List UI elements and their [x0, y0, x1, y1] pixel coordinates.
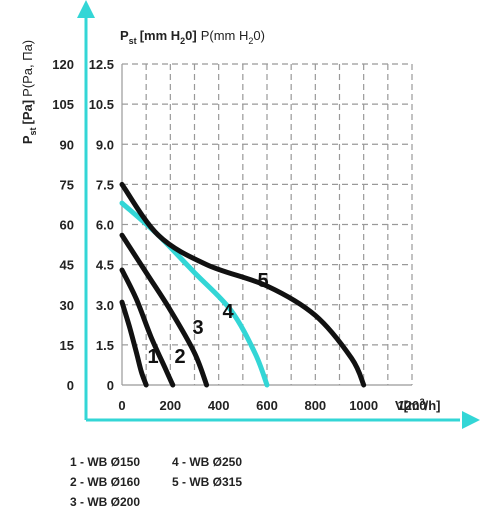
- y-tick-mm: 4.5: [96, 258, 114, 273]
- y-tick-mm: 9.0: [96, 137, 114, 152]
- legend-col-2: 4 - WB Ø250 5 - WB Ø315: [172, 452, 242, 492]
- sec-label-alt-end: 0): [253, 28, 265, 43]
- y-tick-mm: 3.0: [96, 298, 114, 313]
- legend-item-5: 5 - WB Ø315: [172, 475, 243, 489]
- y-tick-mm: 0: [107, 378, 114, 393]
- sec-label-sub2: 2: [180, 36, 185, 46]
- y-ticks-pa: 0 15 30 45 60 75 90 105 120: [52, 57, 74, 393]
- sec-label-unit: [mm H: [140, 28, 180, 43]
- y-label-sub: st: [28, 127, 38, 135]
- y-tick-mm: 12.5: [89, 57, 114, 72]
- series-curve-3: [119, 232, 210, 388]
- x-tick: 800: [304, 398, 326, 413]
- curve-labels: 1 234 5: [147, 270, 268, 368]
- series-curve-2: [119, 267, 176, 388]
- x-tick: 1200: [398, 398, 427, 413]
- sec-label-alt-sub: 2: [248, 36, 253, 46]
- x-tick: 1000: [349, 398, 378, 413]
- legend-col-1: 1 - WB Ø150 2 - WB Ø160 3 - WB Ø200: [70, 452, 140, 512]
- secondary-axis-label: Pst [mm H20] P(mm H20): [120, 28, 265, 46]
- y-tick-pa: 45: [60, 258, 74, 273]
- x-tick: 0: [118, 398, 125, 413]
- x-label-main: V[m: [395, 398, 420, 413]
- legend-item-4: 4 - WB Ø250: [172, 455, 243, 469]
- x-tick: 600: [256, 398, 278, 413]
- curve-label-1: 1: [147, 346, 158, 368]
- x-axis-label: V[m3/h]: [395, 397, 440, 413]
- y-tick-pa: 105: [52, 97, 74, 112]
- y-tick-mm: 10.5: [89, 97, 114, 112]
- x-tick: 400: [208, 398, 230, 413]
- curve-label-4: 4: [222, 301, 234, 323]
- grid: [121, 63, 413, 386]
- legend-item-1: 1 - WB Ø150: [70, 455, 141, 469]
- x-label-sup: 3: [420, 397, 425, 407]
- y-tick-pa: 90: [60, 137, 74, 152]
- y-label-unit: [Pa]: [20, 100, 35, 125]
- y-ticks-mm: 0 1.5 3.0 4.5 6.0 7.5 9.0 10.5 12.5: [89, 57, 114, 393]
- curves: [119, 181, 367, 388]
- series-curve-1: [119, 299, 149, 388]
- curve-label-5: 5: [257, 270, 268, 292]
- y-axis-label: Pst [Pa] P(Pa, Па): [20, 40, 38, 144]
- y-tick-pa: 75: [60, 177, 74, 192]
- y-tick-mm: 6.0: [96, 218, 114, 233]
- sec-label-main: P: [120, 28, 129, 43]
- curve-label-3: 3: [192, 317, 203, 339]
- y-label-alt: P(Pa, Па): [20, 40, 35, 97]
- sec-label-unit-end: 0]: [185, 28, 197, 43]
- y-tick-mm: 7.5: [96, 177, 114, 192]
- legend-item-3: 3 - WB Ø200: [70, 495, 141, 509]
- y-tick-pa: 60: [60, 218, 74, 233]
- series-curve-5: [119, 181, 367, 388]
- y-tick-pa: 30: [60, 298, 74, 313]
- y-tick-pa: 120: [52, 57, 74, 72]
- legend-item-2: 2 - WB Ø160: [70, 475, 141, 489]
- x-tick: 200: [159, 398, 181, 413]
- y-axis-arrowhead: [77, 0, 95, 18]
- x-ticks: 0 200 400 600 800 1000 1200: [118, 398, 426, 413]
- x-axis-arrowhead: [462, 411, 480, 429]
- x-label-end: /h]: [425, 398, 441, 413]
- y-label-main: P: [20, 135, 35, 144]
- y-tick-pa: 0: [67, 378, 74, 393]
- y-tick-mm: 1.5: [96, 338, 114, 353]
- sec-label-alt: P(mm H: [201, 28, 249, 43]
- y-tick-pa: 15: [60, 338, 74, 353]
- axes: [77, 0, 480, 429]
- curve-label-2: 2: [174, 346, 185, 368]
- sec-label-sub: st: [129, 36, 137, 46]
